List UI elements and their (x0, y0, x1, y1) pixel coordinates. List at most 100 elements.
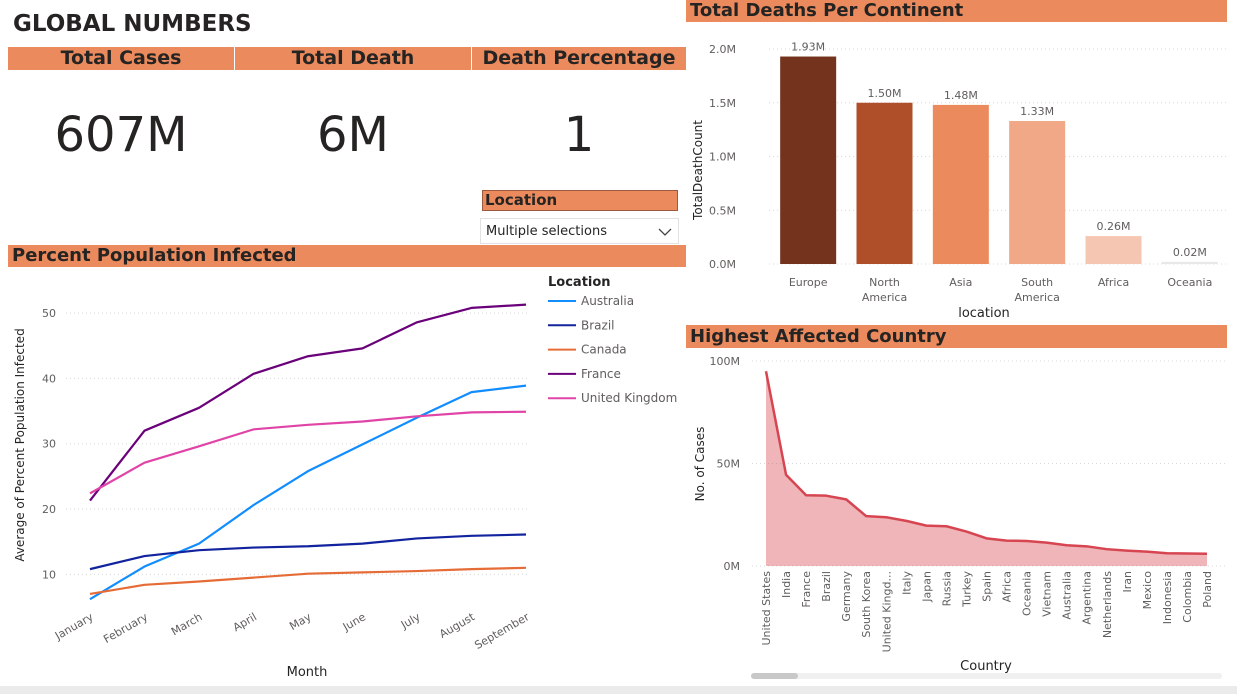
legend-item[interactable]: Canada (581, 343, 627, 357)
area-y-tick: 50M (717, 458, 741, 471)
line-y-axis-label: Average of Percent Population Infected (13, 328, 27, 561)
legend-title: Location (548, 275, 611, 290)
area-fill (766, 371, 1207, 566)
bar-chart-title: Total Deaths Per Continent (690, 0, 964, 21)
area-chart-title: Highest Affected Country (690, 326, 947, 347)
area-x-tick: Iran (1121, 571, 1134, 593)
area-x-tick: Australia (1061, 571, 1074, 620)
bottom-strip (0, 686, 1237, 694)
area-x-tick: United States (760, 571, 773, 646)
bar-y-tick: 1.0M (709, 151, 736, 164)
line-chart-banner: Percent Population Infected (8, 245, 686, 267)
horizontal-scrollbar[interactable] (751, 673, 1222, 679)
line-x-tick: April (231, 610, 259, 634)
bar-x-tick: South (1021, 276, 1053, 289)
area-x-axis-label: Country (960, 659, 1012, 674)
line-x-tick: August (437, 610, 477, 641)
series-line[interactable] (89, 566, 527, 596)
area-x-tick: Germany (840, 571, 853, 622)
page-title: GLOBAL NUMBERS (13, 11, 252, 37)
area-x-tick: Vietnam (1041, 571, 1054, 617)
bar-data-label: 1.33M (1020, 105, 1054, 118)
area-x-tick: Africa (1001, 571, 1014, 602)
line-x-axis-label: Month (287, 665, 328, 680)
area-x-tick: Argentina (1081, 571, 1094, 625)
line-chart: Average of Percent Population Infected M… (13, 275, 677, 680)
bar-x-tick: Africa (1098, 276, 1129, 289)
total-cases-value: 607M (54, 107, 188, 163)
bar-x-tick: America (862, 291, 907, 304)
location-slicer: Location (480, 190, 680, 244)
bar[interactable] (932, 104, 989, 265)
area-x-tick: Italy (900, 571, 913, 595)
line-x-tick: January (52, 610, 96, 643)
bar-x-tick: Asia (949, 276, 972, 289)
bar-x-tick: Europe (789, 276, 828, 289)
bar-y-tick: 1.5M (709, 97, 736, 110)
legend-item[interactable]: Brazil (581, 318, 615, 332)
slicer-label: Location (485, 191, 558, 209)
area-x-tick: Mexico (1141, 571, 1154, 610)
line-x-tick: June (340, 610, 368, 634)
area-x-tick: Spain (981, 571, 994, 602)
line-y-tick: 20 (42, 503, 56, 516)
series-line[interactable] (89, 533, 527, 571)
series-line[interactable] (89, 410, 527, 495)
chevron-down-icon (658, 228, 672, 236)
line-chart-title: Percent Population Infected (12, 245, 297, 266)
bar-x-axis-label: location (958, 306, 1010, 321)
area-y-tick: 0M (724, 560, 741, 573)
legend-item[interactable]: France (581, 367, 621, 381)
line-y-tick: 30 (42, 438, 56, 451)
area-x-tick: Oceania (1021, 571, 1034, 616)
bar-chart: TotalDeathCount location 0.0M 0.5M 1.0M 1.5… (691, 41, 1227, 321)
bar[interactable] (1009, 121, 1066, 265)
bar-data-label: 1.93M (791, 41, 825, 54)
area-x-tick: Colombia (1181, 571, 1194, 623)
bar[interactable] (856, 102, 913, 264)
bar-y-tick: 2.0M (709, 43, 736, 56)
line-x-tick: July (398, 610, 423, 632)
area-x-tick: Netherlands (1101, 571, 1114, 638)
bar-data-label: 0.26M (1097, 220, 1131, 233)
legend-item[interactable]: Australia (581, 294, 634, 308)
area-line[interactable] (764, 371, 1208, 555)
area-x-tick: United Kingd... (880, 571, 893, 652)
area-chart: No. of Cases Country 0M 50M 100M United St… (693, 355, 1227, 679)
series-line[interactable] (89, 384, 527, 601)
line-x-tick: February (101, 610, 150, 646)
legend-item[interactable]: United Kingdom (581, 391, 677, 405)
bar-data-label: 0.02M (1173, 246, 1207, 259)
line-x-tick: May (287, 610, 314, 633)
bar-y-tick: 0.5M (709, 204, 736, 217)
area-x-tick: South Korea (860, 571, 873, 638)
bar-chart-banner: Total Deaths Per Continent (686, 0, 1227, 22)
bar-data-label: 1.48M (944, 89, 978, 102)
location-dropdown[interactable]: Multiple selections (480, 218, 679, 244)
bar-y-tick: 0.0M (709, 258, 736, 271)
bar[interactable] (1085, 236, 1142, 264)
area-x-tick: Turkey (960, 571, 973, 608)
area-y-tick: 100M (710, 355, 741, 368)
series-line[interactable] (89, 303, 527, 502)
area-chart-banner: Highest Affected Country (686, 325, 1227, 348)
bar-data-label: 1.50M (868, 87, 902, 100)
line-y-tick: 50 (42, 307, 56, 320)
bar-x-tick: North (869, 276, 900, 289)
bar-y-axis-label: TotalDeathCount (691, 120, 705, 221)
bar-x-tick: Oceania (1167, 276, 1212, 289)
area-x-tick: Brazil (820, 571, 833, 602)
scrollbar-thumb[interactable] (751, 673, 798, 679)
total-cases-header: Total Cases (8, 47, 234, 70)
area-x-tick: Indonesia (1161, 571, 1174, 624)
area-x-tick: France (800, 571, 813, 608)
slicer-header: Location (482, 190, 678, 211)
bar[interactable] (780, 56, 837, 265)
bar-x-tick: America (1014, 291, 1059, 304)
area-x-tick: India (780, 571, 793, 598)
bar[interactable] (1161, 261, 1218, 264)
line-y-tick: 10 (42, 568, 56, 581)
slicer-value: Multiple selections (486, 224, 607, 239)
line-x-tick: September (472, 610, 532, 652)
area-x-tick: Poland (1201, 571, 1214, 608)
